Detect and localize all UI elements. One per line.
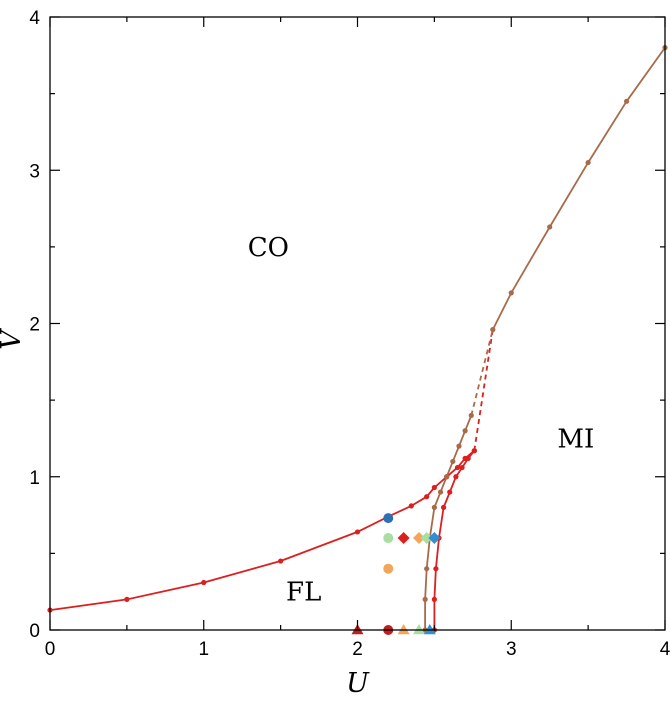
series-point	[453, 474, 459, 480]
triangle-marker	[413, 624, 425, 635]
series-point	[354, 529, 361, 535]
x-tick-label: 4	[660, 639, 670, 660]
series-layer	[47, 45, 668, 633]
series-point	[441, 504, 447, 510]
x-tick-label: 0	[45, 639, 56, 660]
circle-marker	[383, 563, 394, 574]
x-axis-label: U	[346, 668, 370, 699]
series-point	[456, 443, 462, 449]
series-point	[623, 98, 630, 104]
series-line-1	[433, 450, 476, 630]
y-tick-label: 4	[29, 8, 40, 29]
plot-frame	[49, 16, 666, 631]
series-point	[459, 464, 465, 471]
series-point	[433, 566, 439, 572]
series-point	[454, 464, 461, 471]
y-tick-label: 1	[29, 468, 40, 489]
series-point	[444, 474, 450, 480]
diamond-marker	[397, 532, 410, 545]
region-label-mi: MI	[557, 424, 594, 454]
triangle-marker	[397, 624, 410, 635]
circle-marker	[383, 533, 394, 544]
series-line-3	[491, 47, 666, 331]
series-point	[585, 159, 591, 166]
series-line-2	[473, 329, 494, 451]
series-point	[508, 290, 514, 296]
series-point	[547, 224, 553, 230]
series-point	[465, 455, 471, 461]
series-point	[431, 596, 437, 602]
series-point	[422, 596, 428, 602]
circle-marker	[383, 513, 394, 524]
diamond-marker	[428, 532, 441, 545]
region-label-co: CO	[248, 233, 289, 263]
triangle-marker	[423, 624, 436, 635]
series-point	[450, 458, 456, 465]
diamond-marker	[420, 532, 433, 545]
series-point	[490, 327, 496, 333]
series-point	[408, 503, 414, 509]
series-point	[278, 558, 284, 564]
y-tick-label: 2	[29, 315, 40, 336]
diamond-marker	[413, 532, 425, 545]
y-tick-label: 3	[29, 161, 40, 182]
series-point	[424, 494, 430, 500]
series-point	[124, 596, 130, 602]
y-tick-label: 0	[29, 621, 40, 642]
series-point	[447, 489, 453, 495]
series-point	[437, 489, 444, 495]
x-tick-label: 3	[506, 639, 517, 660]
series-point	[462, 428, 468, 434]
x-tick-label: 2	[352, 639, 363, 660]
series-point	[431, 504, 437, 510]
region-label-fl: FL	[286, 578, 321, 608]
series-point	[424, 566, 430, 572]
region-layer: CO FL MI	[248, 233, 595, 608]
x-tick-label: 1	[198, 639, 209, 660]
y-axis-label: V	[0, 328, 27, 350]
series-point	[201, 579, 207, 586]
series-line-5	[470, 329, 494, 416]
series-point	[431, 484, 437, 491]
